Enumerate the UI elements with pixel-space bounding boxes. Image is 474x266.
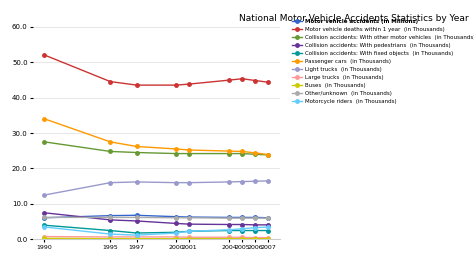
Legend: Motor vehicle accidents (in Millions), Motor vehicle deaths within 1 year  (in T: Motor vehicle accidents (in Millions), M… xyxy=(292,19,474,104)
Title: National Motor Vehicle Accidents Statistics by Year: National Motor Vehicle Accidents Statist… xyxy=(239,14,468,23)
